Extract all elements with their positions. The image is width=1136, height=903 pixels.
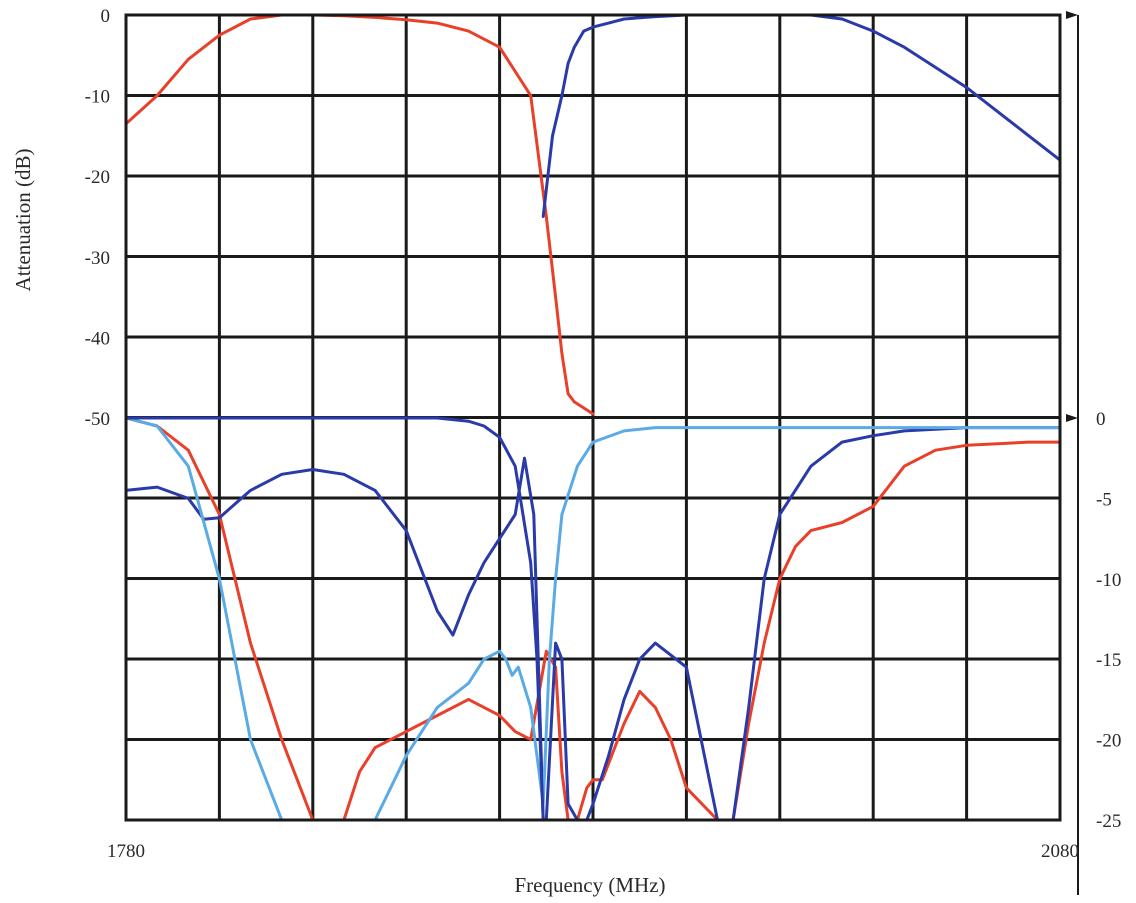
right-y-tick-label: 0 [1096, 409, 1106, 430]
right-y-tick-label: -5 [1096, 489, 1112, 510]
left-y-axis-ticks: 0 -10 -20 -30 -40 -50 [85, 6, 110, 430]
series-line-6 [124, 416, 545, 822]
left-y-tick-label: -20 [85, 167, 110, 188]
right-y-tick-label: -15 [1096, 650, 1121, 671]
series-line-4 [124, 426, 1062, 822]
plot-border [124, 13, 1062, 822]
x-axis-ticks: 1780 2080 [107, 841, 1079, 862]
left-y-tick-label: -30 [85, 248, 110, 269]
axis-marker-top [1066, 11, 1078, 19]
right-y-tick-label: -10 [1096, 570, 1121, 591]
series-line-1 [124, 13, 595, 416]
y-axis-title: Attenuation (dB) [11, 149, 35, 292]
left-y-tick-label: -50 [85, 409, 110, 430]
right-y-tick-label: -25 [1096, 811, 1121, 832]
x-axis-title: Frequency (MHz) [514, 873, 665, 897]
plot-frame [124, 11, 1079, 895]
right-y-tick-label: -20 [1096, 731, 1121, 752]
left-y-tick-label: 0 [101, 6, 111, 27]
left-y-tick-label: -10 [85, 87, 110, 108]
left-y-tick-label: -40 [85, 328, 110, 349]
x-tick-label: 1780 [107, 841, 145, 862]
x-tick-label: 2080 [1041, 841, 1079, 862]
right-y-axis-ticks: 0 -5 -10 -15 -20 -25 [1096, 409, 1121, 832]
axis-marker-middle [1066, 414, 1078, 422]
